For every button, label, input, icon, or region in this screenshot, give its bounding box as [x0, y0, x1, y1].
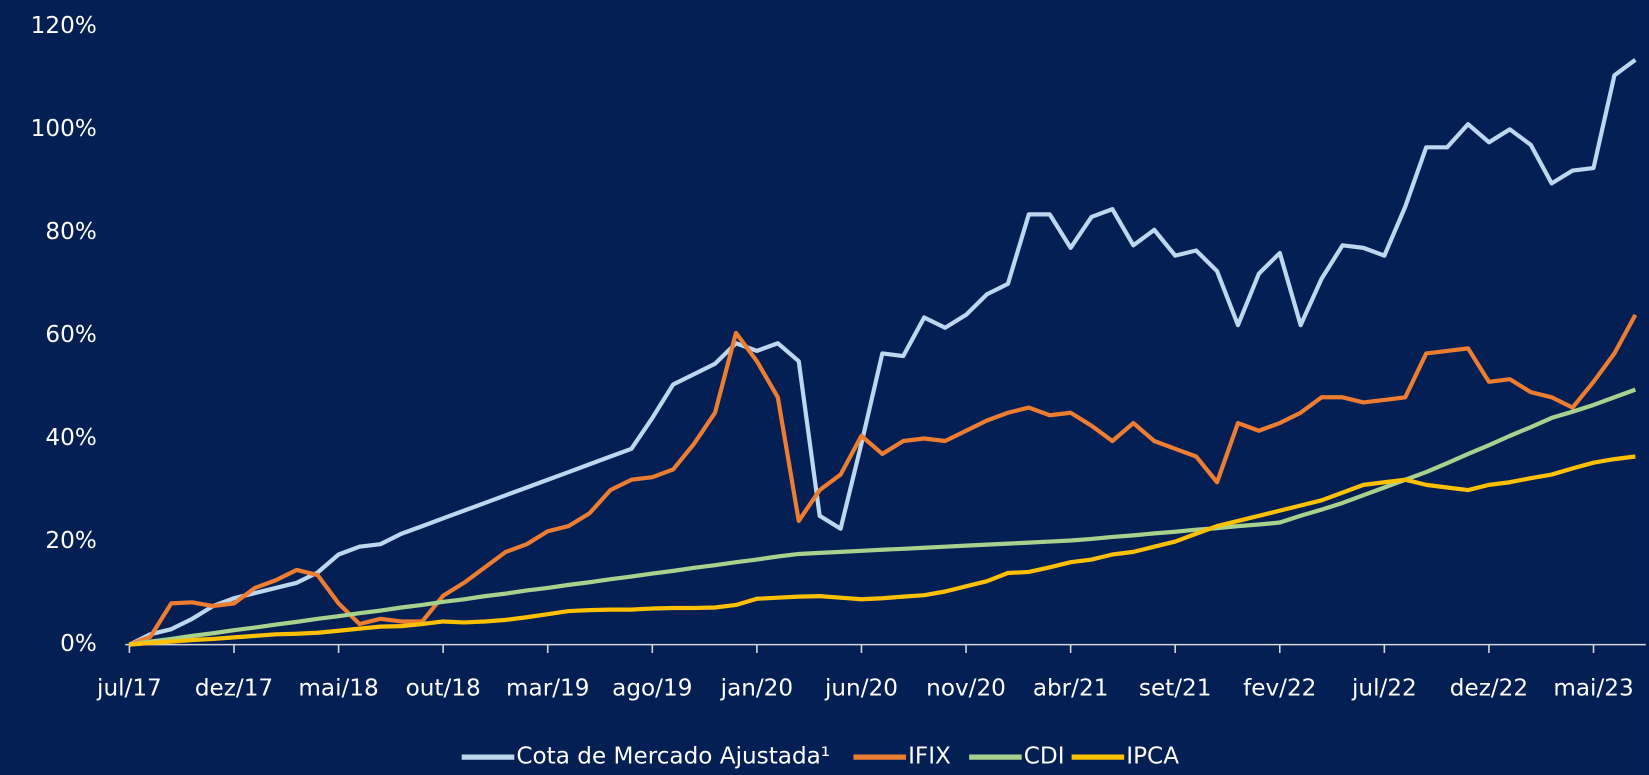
legend-label: Cota de Mercado Ajustada¹	[516, 744, 830, 770]
x-tick-label: jul/17	[96, 675, 162, 701]
y-tick-label: 120%	[31, 13, 97, 39]
y-tick-label: 20%	[45, 528, 96, 554]
x-tick-label: jan/20	[720, 675, 793, 701]
x-tick-label: abr/21	[1033, 675, 1109, 701]
x-tick-label: set/21	[1139, 675, 1212, 701]
legend-label: IPCA	[1126, 744, 1179, 770]
y-tick-label: 80%	[45, 219, 96, 245]
y-tick-label: 40%	[45, 425, 96, 451]
x-tick-label: dez/22	[1450, 675, 1528, 701]
x-tick-label: fev/22	[1243, 675, 1316, 701]
series-line	[128, 58, 1637, 647]
series-line	[129, 454, 1636, 647]
x-tick-label: mai/18	[298, 675, 378, 701]
legend-label: IFIX	[908, 744, 951, 770]
x-tick-label: ago/19	[612, 675, 692, 701]
legend-label: CDI	[1024, 744, 1065, 770]
x-tick-label: out/18	[406, 675, 481, 701]
series-line	[128, 313, 1638, 647]
x-tick-label: mar/19	[506, 675, 589, 701]
x-tick-label: nov/20	[926, 675, 1006, 701]
x-tick-label: mai/23	[1553, 675, 1633, 701]
x-tick-label: jul/22	[1351, 675, 1417, 701]
y-tick-label: 100%	[31, 116, 97, 142]
y-tick-label: 0%	[60, 631, 97, 657]
x-tick-label: jun/20	[824, 675, 898, 701]
y-tick-label: 60%	[45, 322, 96, 348]
series-line	[129, 387, 1637, 647]
x-tick-label: dez/17	[195, 675, 273, 701]
